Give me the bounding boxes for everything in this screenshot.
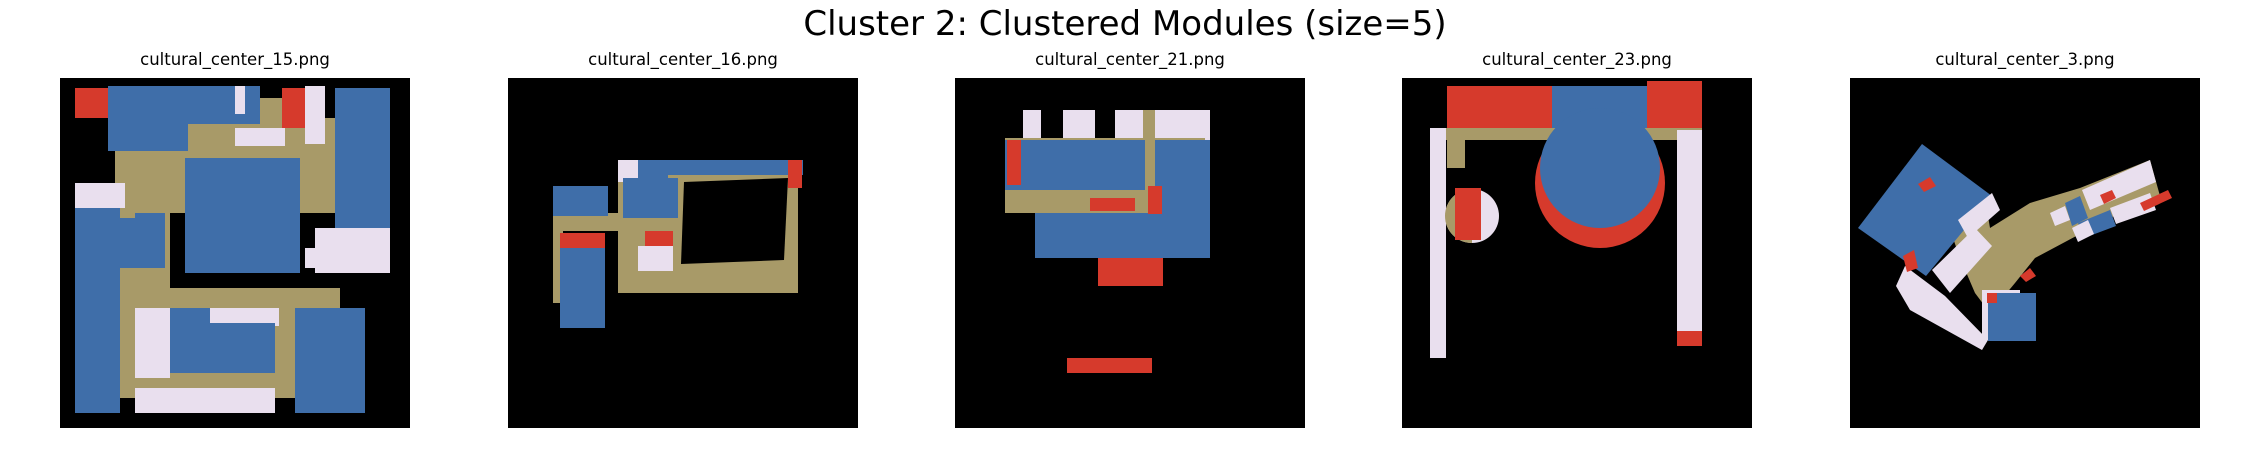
room-blue — [108, 86, 188, 151]
floorplan-panel: cultural_center_16.png — [508, 50, 858, 428]
room-red — [645, 231, 673, 246]
floorplan-image — [1850, 78, 2200, 428]
room-lavender — [1063, 110, 1095, 140]
room-red — [2100, 190, 2116, 204]
room-blue — [135, 213, 165, 268]
room-lavender — [1115, 110, 1143, 140]
room-blue — [185, 158, 300, 273]
room-lavender — [2072, 220, 2094, 242]
room-blue — [1035, 213, 1210, 258]
room-red — [1677, 331, 1702, 346]
panel-title: cultural_center_21.png — [1035, 50, 1225, 69]
floorplan-panel: cultural_center_15.png — [60, 50, 410, 428]
room-blue — [335, 88, 390, 238]
floorplan-image — [508, 78, 858, 428]
room-blue — [623, 178, 678, 218]
corridor-area — [1143, 110, 1155, 200]
room-blue — [553, 186, 608, 216]
room-lavender — [2082, 160, 2156, 210]
room-lavender — [638, 246, 673, 271]
room-blue — [1540, 108, 1660, 228]
room-lavender — [305, 248, 325, 268]
room-blue — [180, 86, 260, 124]
panel-title: cultural_center_3.png — [1935, 50, 2115, 69]
room-red — [1148, 186, 1162, 214]
room-lavender — [207, 308, 279, 326]
room-red — [560, 233, 605, 248]
panel-title: cultural_center_15.png — [140, 50, 330, 69]
room-red — [1987, 293, 1997, 303]
floorplan-image — [955, 78, 1305, 428]
room-red — [1455, 188, 1481, 240]
room-blue — [560, 248, 605, 328]
room-red — [1447, 86, 1557, 128]
room-lavender — [135, 308, 170, 378]
floorplan-panel: cultural_center_3.png — [1850, 50, 2200, 428]
room-lavender — [305, 86, 325, 144]
panel-title: cultural_center_23.png — [1482, 50, 1672, 69]
room-lavender — [618, 160, 638, 182]
room-blue — [638, 160, 803, 175]
figure-title: Cluster 2: Clustered Modules (size=5) — [803, 4, 1447, 44]
room-red — [1090, 198, 1135, 211]
corridor-area — [553, 213, 563, 303]
room-red — [1918, 177, 1936, 192]
room-blue — [200, 323, 275, 373]
room-lavender — [235, 86, 245, 114]
room-lavender — [235, 128, 285, 146]
room-blue — [75, 208, 120, 413]
room-red — [1647, 81, 1702, 131]
room-lavender — [75, 183, 125, 208]
room-blue — [295, 308, 365, 413]
room-red — [1067, 358, 1152, 373]
room-red — [2020, 268, 2036, 282]
room-lavender — [135, 388, 275, 413]
floorplan-panel: cultural_center_23.png — [1402, 50, 1752, 428]
floorplan-image — [1402, 78, 1752, 428]
room-lavender — [1023, 110, 1041, 140]
room-red — [788, 160, 802, 188]
room-lavender — [2050, 206, 2070, 226]
room-lavender — [315, 228, 390, 273]
floorplan-panel: cultural_center_21.png — [955, 50, 1305, 428]
open-courtyard — [681, 178, 788, 264]
room-lavender — [1932, 228, 1992, 293]
corridor-area — [1447, 128, 1465, 168]
room-lavender — [1958, 193, 2000, 238]
floorplan-image — [60, 78, 410, 428]
room-red — [1098, 258, 1163, 286]
panel-title: cultural_center_16.png — [588, 50, 778, 69]
room-red — [2140, 190, 2172, 211]
room-lavender — [1896, 266, 1988, 350]
room-blue — [1005, 140, 1145, 190]
room-lavender — [1430, 128, 1446, 358]
room-lavender — [1150, 110, 1210, 140]
room-red — [1903, 250, 1918, 272]
room-blue — [1858, 144, 1992, 276]
room-lavender — [1677, 130, 1702, 345]
room-blue — [2065, 196, 2088, 226]
room-red — [1007, 140, 1021, 185]
room-lavender — [2110, 193, 2156, 224]
room-red — [75, 88, 110, 118]
